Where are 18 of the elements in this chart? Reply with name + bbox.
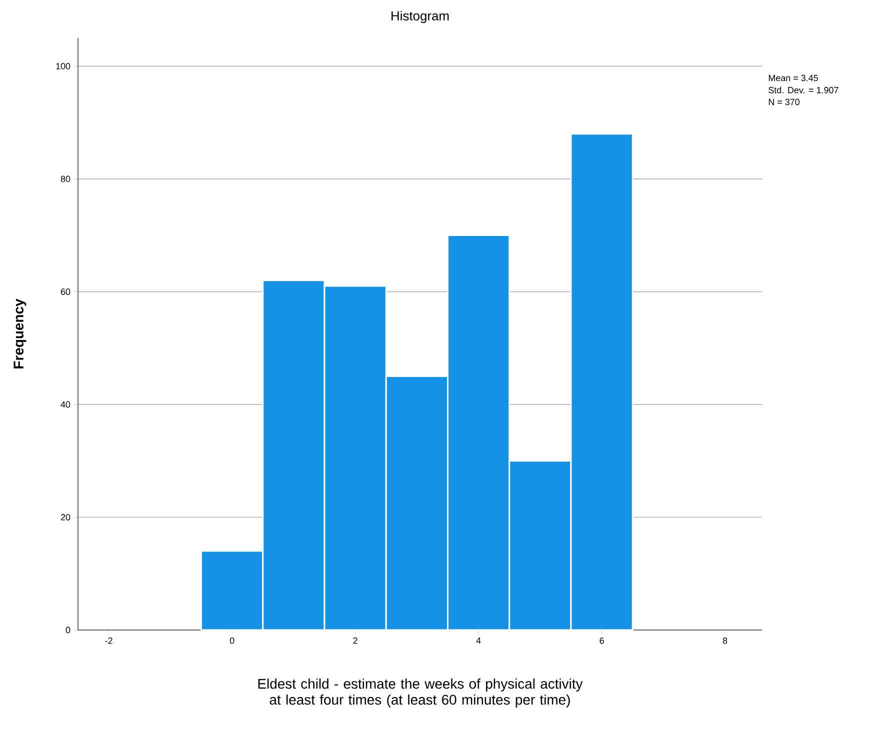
y-tick-label: 80: [60, 176, 70, 182]
y-axis-title: Frequency: [14, 298, 26, 368]
y-tick-label: 0: [66, 626, 70, 634]
y-tick-label: 100: [56, 62, 70, 70]
y-tick-label: 40: [60, 401, 70, 408]
x-tick-label: 2: [353, 638, 358, 644]
x-tick-label: 8: [722, 638, 728, 644]
x-tick-label: -2: [105, 638, 112, 644]
x-tick-label: 4: [476, 638, 481, 644]
x-axis-title: Eldest child - estimate the weeks of physical activity at least four times (at least 60 minutes per time): [258, 678, 583, 708]
y-tick-label: 60: [60, 288, 70, 295]
x-tick-label: 6: [600, 638, 604, 644]
text: Std. Dev. = 1.907: [768, 86, 838, 94]
text: Mean = 3.45: [768, 74, 818, 82]
text: N = 370: [768, 98, 800, 106]
chart-title: Histogram: [392, 10, 449, 24]
y-tick-label: 20: [60, 514, 70, 520]
x-tick-label: 0: [230, 638, 234, 644]
